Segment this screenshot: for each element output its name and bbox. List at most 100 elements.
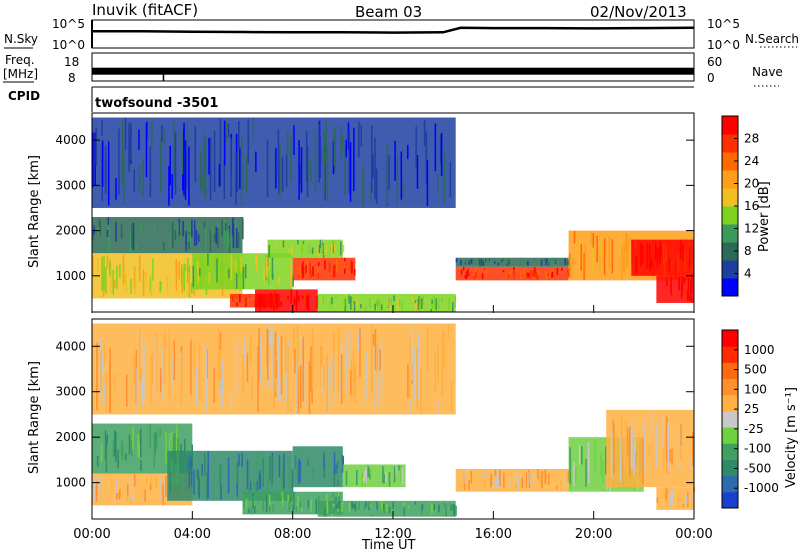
velocity-streak xyxy=(128,434,131,455)
velocity-streak xyxy=(267,473,269,499)
power-colorbar-tick-label: 12 xyxy=(744,222,759,236)
velocity-streak xyxy=(261,454,263,492)
power-streak xyxy=(411,296,414,303)
velocity-streak xyxy=(573,461,575,487)
power-streak xyxy=(467,268,469,277)
velocity-streak xyxy=(299,364,302,409)
velocity-streak xyxy=(352,349,355,398)
power-streak xyxy=(309,262,311,274)
x-axis-label: Time UT xyxy=(361,538,415,553)
power-streak xyxy=(263,295,265,310)
velocity-streak xyxy=(114,430,116,457)
velocity-streak xyxy=(663,435,665,469)
power-streak xyxy=(109,259,111,276)
velocity-streak xyxy=(665,487,667,501)
velocity-streak xyxy=(416,348,419,408)
velocity-streak xyxy=(320,346,322,388)
velocity-streak xyxy=(382,503,384,511)
velocity-streak xyxy=(274,357,277,391)
power-streak xyxy=(407,144,409,160)
noise-tick-right-bottom: 10^0 xyxy=(707,38,740,52)
velocity-streak xyxy=(245,498,248,509)
power-streak xyxy=(302,240,305,244)
freq-tick-left-bottom: 8 xyxy=(68,71,76,85)
velocity-streak xyxy=(173,339,176,381)
power-streak xyxy=(556,268,559,275)
power-streak xyxy=(665,245,667,262)
power-streak xyxy=(686,289,689,301)
power-streak xyxy=(349,142,352,202)
velocity-streak xyxy=(350,370,352,396)
velocity-streak xyxy=(235,339,237,396)
power-streak xyxy=(342,244,345,253)
velocity-streak xyxy=(253,495,255,502)
power-streak xyxy=(101,140,104,188)
power-streak xyxy=(108,223,110,248)
velocity-streak xyxy=(295,360,297,415)
velocity-streak xyxy=(217,327,220,388)
power-streak xyxy=(133,169,135,192)
power-streak xyxy=(213,233,216,242)
velocity-streak xyxy=(333,467,336,487)
velocity-streak xyxy=(389,509,392,513)
velocity-streak xyxy=(288,457,291,489)
power-streak xyxy=(280,301,283,307)
velocity-streak xyxy=(340,354,343,404)
velocity-colorbar-swatch xyxy=(722,362,738,380)
power-streak xyxy=(390,297,392,306)
power-streak xyxy=(293,297,296,306)
power-streak xyxy=(534,272,536,277)
power-streak xyxy=(360,303,362,309)
velocity-streak xyxy=(409,335,411,399)
power-streak xyxy=(104,157,107,194)
velocity-streak xyxy=(131,441,133,457)
power-streak xyxy=(506,263,508,267)
velocity-streak xyxy=(371,323,373,392)
power-streak xyxy=(138,129,140,150)
power-streak xyxy=(683,277,686,284)
freq-series xyxy=(92,67,694,81)
power-streak xyxy=(583,252,585,281)
velocity-streak xyxy=(253,499,255,510)
velocity-streak xyxy=(219,332,222,350)
power-streak xyxy=(123,154,125,205)
power-streak xyxy=(343,261,346,269)
power-streak xyxy=(306,260,308,277)
power-streak xyxy=(236,273,238,289)
power-streak xyxy=(193,257,195,280)
power-streak xyxy=(281,156,284,192)
power-streak xyxy=(324,259,326,270)
power-streak xyxy=(298,140,300,200)
power-streak xyxy=(94,132,96,186)
velocity-streak xyxy=(97,475,100,488)
power-streak xyxy=(332,140,335,174)
power-streak xyxy=(415,126,417,167)
velocity-streak xyxy=(287,345,289,413)
power-streak xyxy=(230,234,232,251)
velocity-streak xyxy=(538,475,541,484)
power-streak xyxy=(199,268,201,276)
velocity-streak xyxy=(162,484,164,506)
velocity-streak xyxy=(336,467,339,481)
power-streak xyxy=(119,264,121,278)
velocity-streak xyxy=(337,327,340,391)
power-streak xyxy=(221,219,223,237)
power-colorbar-swatch xyxy=(722,278,738,297)
velocity-streak xyxy=(437,344,439,383)
power-streak xyxy=(423,119,426,146)
power-streak xyxy=(691,277,693,294)
power-streak xyxy=(394,140,396,181)
power-streak xyxy=(317,272,320,279)
velocity-streak xyxy=(370,513,373,517)
power-streak xyxy=(194,125,197,183)
power-streak xyxy=(223,120,226,166)
power-streak xyxy=(314,132,317,193)
velocity-y-tick-label: 1000 xyxy=(55,476,86,490)
velocity-streak xyxy=(332,492,334,498)
power-streak xyxy=(241,163,244,191)
power-streak xyxy=(599,252,601,269)
velocity-streak xyxy=(115,432,117,463)
power-ylabel: Slant Range [km] xyxy=(27,155,42,268)
power-streak xyxy=(662,243,665,265)
power-streak xyxy=(128,123,130,172)
